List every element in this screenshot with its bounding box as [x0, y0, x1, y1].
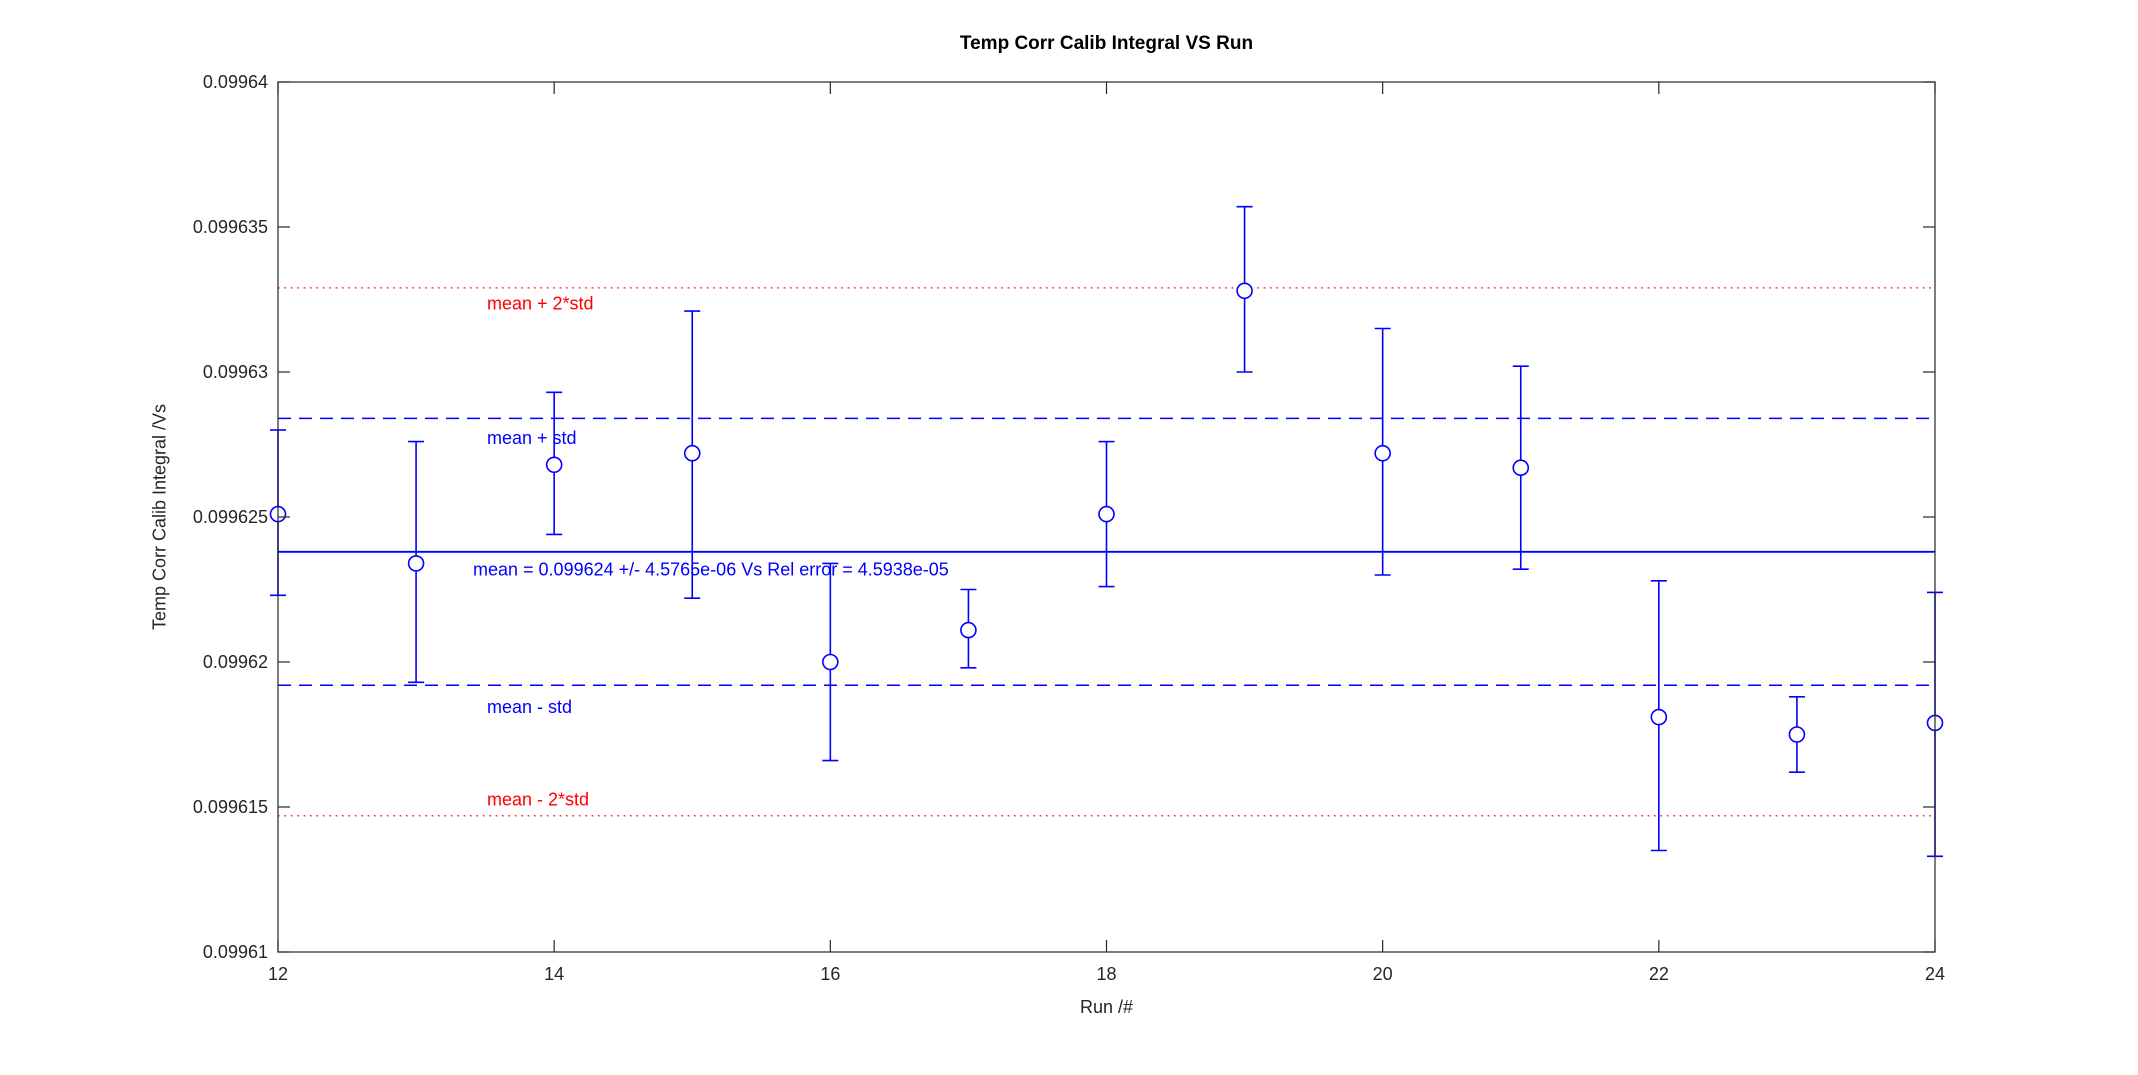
ref-line-label-mean-minus-2std: mean - 2*std — [487, 789, 589, 809]
x-tick-label: 16 — [820, 964, 840, 984]
y-tick-label: 0.09964 — [203, 72, 268, 92]
errorbar-run-17 — [960, 588, 977, 669]
errorbar-run-13 — [407, 440, 425, 684]
data-marker-run-19 — [1236, 282, 1253, 300]
x-tick-label: 12 — [268, 964, 288, 984]
data-marker-run-15 — [683, 444, 701, 462]
x-tick-label: 22 — [1649, 964, 1669, 984]
y-tick-label: 0.09961 — [203, 942, 268, 962]
errorbar-run-16 — [822, 562, 839, 762]
data-marker-run-16 — [822, 653, 839, 671]
y-axis-label-text: Temp Corr Calib Integral /Vs — [149, 403, 170, 631]
ref-line-label-mean-plus-std: mean + std — [487, 428, 577, 448]
data-marker-run-17 — [960, 621, 977, 639]
errorbar-run-15 — [683, 310, 701, 600]
x-tick-label: 14 — [544, 964, 564, 984]
x-axis-label: Run /# — [1079, 997, 1134, 1017]
errorbar-run-22 — [1650, 579, 1668, 852]
data-marker-run-22 — [1650, 708, 1668, 726]
data-marker-run-18 — [1098, 505, 1115, 523]
ref-line-label-mean: mean = 0.099624 +/- 4.5765e-06 Vs Rel er… — [473, 560, 949, 580]
ref-line-label-mean-minus-std: mean - std — [487, 697, 572, 717]
chart-title: Temp Corr Calib Integral VS Run — [959, 33, 1254, 54]
errorbar-run-18 — [1098, 440, 1115, 588]
data-marker-run-20 — [1374, 444, 1391, 462]
errorbar-run-20 — [1374, 327, 1391, 576]
y-tick-label: 0.099625 — [193, 507, 268, 527]
data-marker-run-21 — [1512, 459, 1530, 477]
errorbar-run-14 — [545, 391, 563, 536]
x-tick-label: 24 — [1925, 964, 1945, 984]
x-tick-label: 18 — [1096, 964, 1116, 984]
y-tick-label: 0.09962 — [203, 652, 268, 672]
y-tick-label: 0.09963 — [203, 362, 268, 382]
data-marker-run-23 — [1788, 726, 1806, 743]
y-tick-label: 0.099635 — [193, 217, 268, 237]
ref-line-label-mean-plus-2std: mean + 2*std — [487, 294, 594, 314]
errorbar-run-23 — [1788, 695, 1806, 774]
x-tick-label: 20 — [1373, 964, 1393, 984]
y-tick-label: 0.099615 — [193, 797, 268, 817]
data-marker-run-13 — [407, 555, 425, 572]
errorbar-run-21 — [1512, 365, 1530, 571]
data-marker-run-14 — [545, 456, 563, 474]
errorbar-run-19 — [1236, 205, 1253, 373]
